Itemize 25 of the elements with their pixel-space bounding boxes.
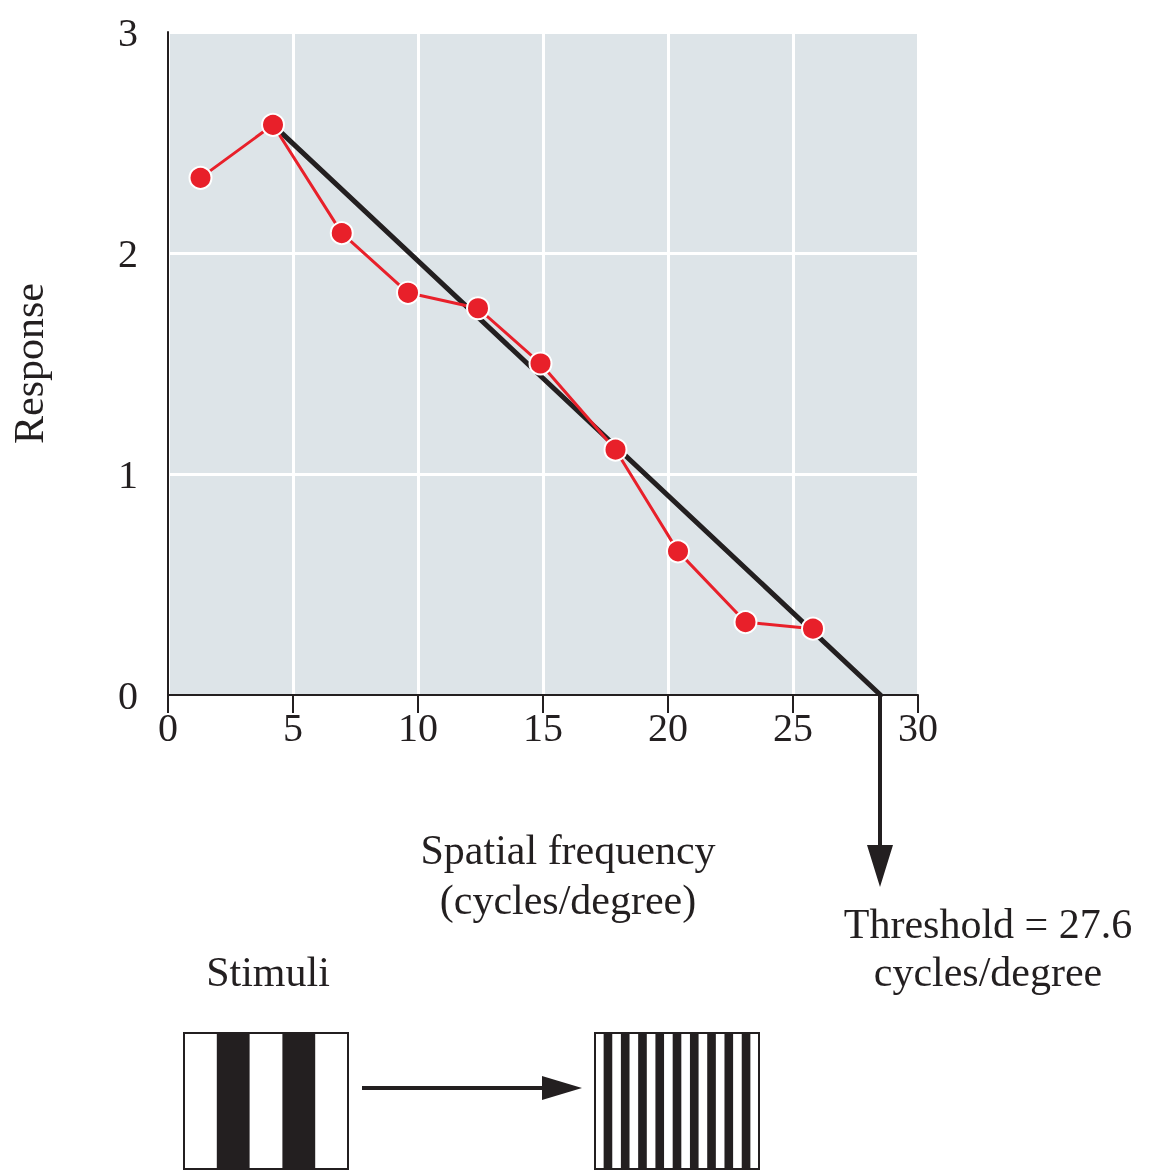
text: Threshold = 27.6 cycles/degree: [842, 900, 1134, 996]
x-tick-label: 10: [398, 704, 438, 750]
point: [528, 351, 553, 376]
point: [603, 437, 628, 462]
point: [666, 539, 690, 564]
y-tick-label: 1: [118, 451, 138, 497]
point: [466, 296, 490, 321]
y-tick-label: 2: [118, 230, 138, 276]
x-tick-label: 30: [898, 704, 938, 750]
point: [396, 280, 420, 305]
y-axis-title: Response: [6, 283, 52, 444]
point: [261, 112, 285, 137]
x-tick-label: 20: [648, 704, 688, 750]
text: Stimuli: [205, 948, 331, 996]
point: [801, 616, 825, 641]
x-tick-label: 25: [773, 704, 813, 750]
point: [733, 610, 758, 635]
x-tick-label: 0: [158, 704, 178, 750]
x-tick-label: 15: [523, 704, 563, 750]
point: [329, 221, 354, 246]
point: [188, 165, 213, 190]
y-tick-label: 3: [118, 9, 138, 55]
y-tick-label: 0: [118, 672, 138, 718]
x-axis-title: Spatial frequency (cycles/degree): [420, 827, 716, 924]
x-tick-label: 5: [283, 704, 303, 750]
